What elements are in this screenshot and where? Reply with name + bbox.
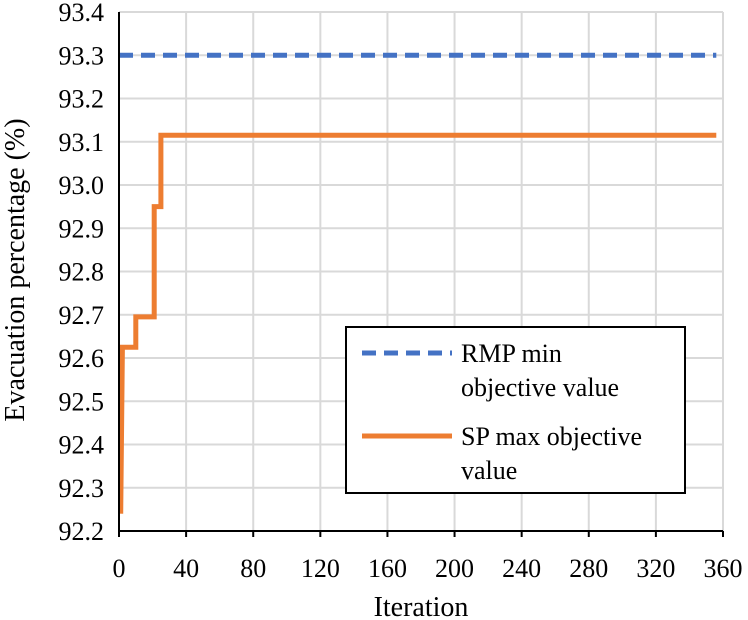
x-tick-label: 40 — [173, 554, 199, 583]
y-tick-label: 93.3 — [59, 41, 105, 70]
y-tick-label: 92.5 — [59, 387, 105, 416]
legend-label-sp: SP max objective value — [461, 422, 649, 485]
y-tick-label: 92.9 — [59, 214, 105, 243]
x-tick-label: 360 — [704, 554, 743, 583]
legend-label-sp-line2: value — [461, 456, 517, 485]
legend-label-rmp-line1: RMP min — [461, 339, 562, 368]
x-tick-label: 160 — [368, 554, 407, 583]
legend: RMP min objective value SP max objective… — [345, 326, 686, 494]
y-tick-label: 92.7 — [59, 301, 105, 330]
y-tick-label: 92.8 — [59, 258, 105, 287]
x-axis-title: Iteration — [374, 592, 469, 620]
x-tick-label: 280 — [569, 554, 608, 583]
x-tick-label: 80 — [240, 554, 266, 583]
y-tick-label: 93.0 — [59, 171, 105, 200]
x-tick-label: 240 — [502, 554, 541, 583]
y-tick-label: 92.4 — [59, 431, 105, 460]
x-tick-label: 320 — [636, 554, 675, 583]
y-tick-label: 92.3 — [59, 474, 105, 503]
y-tick-label: 93.4 — [59, 0, 105, 27]
legend-label-rmp-line2: objective value — [461, 373, 619, 402]
axes — [118, 12, 724, 537]
y-tick-label: 93.1 — [59, 128, 105, 157]
y-tick-label: 93.2 — [59, 85, 105, 114]
x-tick-label: 200 — [435, 554, 474, 583]
legend-box — [345, 326, 686, 494]
legend-label-rmp: RMP min objective value — [461, 339, 619, 402]
y-tick-label: 92.2 — [59, 517, 105, 546]
y-tick-label: 92.6 — [59, 344, 105, 373]
x-tick-label: 0 — [113, 554, 126, 583]
tick-labels: 0 40 80 120 160 200 240 280 320 360 92.2 92.3 92.4 92… — [59, 0, 743, 583]
y-axis-title: Evacuation percentage (%) — [0, 118, 31, 421]
series-layer — [118, 52, 717, 514]
x-tick-label: 120 — [301, 554, 340, 583]
legend-label-sp-line1: SP max objective — [461, 422, 642, 451]
series-line-sp-max — [118, 132, 717, 514]
